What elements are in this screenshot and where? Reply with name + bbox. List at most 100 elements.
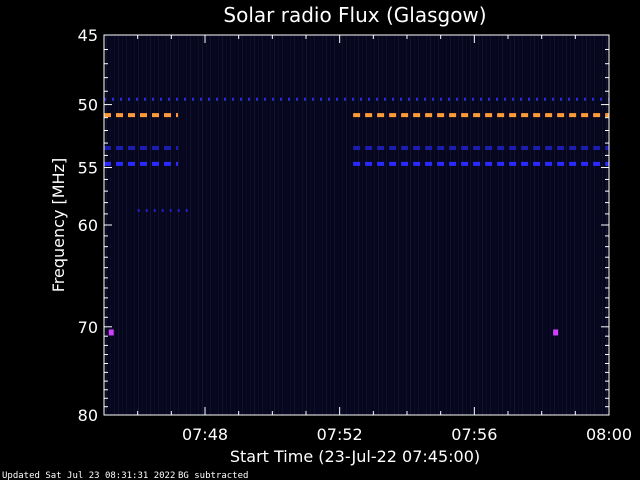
noise-stripe — [286, 35, 287, 415]
noise-stripe — [306, 35, 307, 415]
noise-stripe — [510, 35, 511, 415]
noise-stripe — [514, 35, 515, 415]
updated-timestamp: Updated Sat Jul 23 08:31:31 2022 — [2, 471, 175, 480]
y-tick-label: 80 — [78, 406, 98, 425]
noise-stripe — [522, 35, 523, 415]
noise-stripe — [362, 35, 363, 415]
noise-stripe — [538, 35, 539, 415]
noise-stripe — [370, 35, 371, 415]
noise-stripe — [134, 35, 135, 415]
noise-stripe — [210, 35, 211, 415]
noise-stripe — [242, 35, 243, 415]
bg-subtracted-note: BG subtracted — [178, 471, 248, 480]
noise-stripe — [466, 35, 467, 415]
noise-stripe — [422, 35, 423, 415]
noise-stripe — [206, 35, 207, 415]
noise-stripe — [418, 35, 419, 415]
noise-stripe — [282, 35, 283, 415]
noise-stripe — [170, 35, 171, 415]
noise-stripe — [578, 35, 579, 415]
noise-stripe — [158, 35, 159, 415]
noise-stripe — [178, 35, 179, 415]
emission-spot — [553, 329, 559, 336]
noise-stripe — [574, 35, 575, 415]
noise-stripe — [138, 35, 139, 415]
noise-stripe — [182, 35, 183, 415]
noise-stripe — [346, 35, 347, 415]
x-tick-label: 08:00 — [586, 425, 632, 444]
noise-stripe — [498, 35, 499, 415]
y-axis-label: Frequency [MHz] — [49, 158, 68, 292]
noise-stripe — [426, 35, 427, 415]
noise-stripe — [338, 35, 339, 415]
noise-stripe — [298, 35, 299, 415]
noise-stripe — [534, 35, 535, 415]
noise-stripe — [502, 35, 503, 415]
noise-stripe — [154, 35, 155, 415]
noise-stripe — [494, 35, 495, 415]
noise-stripe — [350, 35, 351, 415]
noise-stripe — [546, 35, 547, 415]
noise-stripe — [218, 35, 219, 415]
noise-stripe — [490, 35, 491, 415]
noise-stripe — [458, 35, 459, 415]
noise-stripe — [374, 35, 375, 415]
noise-stripe — [310, 35, 311, 415]
noise-stripe — [386, 35, 387, 415]
noise-stripe — [278, 35, 279, 415]
noise-stripe — [246, 35, 247, 415]
noise-stripe — [186, 35, 187, 415]
noise-stripe — [482, 35, 483, 415]
noise-stripe — [214, 35, 215, 415]
noise-stripe — [550, 35, 551, 415]
noise-stripe — [302, 35, 303, 415]
noise-stripe — [582, 35, 583, 415]
noise-stripe — [290, 35, 291, 415]
noise-stripe — [270, 35, 271, 415]
noise-stripe — [594, 35, 595, 415]
noise-stripe — [142, 35, 143, 415]
noise-stripe — [402, 35, 403, 415]
y-tick-label: 45 — [78, 26, 98, 45]
noise-stripe — [294, 35, 295, 415]
noise-stripe — [410, 35, 411, 415]
noise-stripe — [442, 35, 443, 415]
noise-stripe — [222, 35, 223, 415]
noise-stripe — [314, 35, 315, 415]
noise-stripe — [358, 35, 359, 415]
plot-area — [104, 35, 609, 415]
noise-stripe — [230, 35, 231, 415]
noise-stripe — [262, 35, 263, 415]
noise-stripe — [526, 35, 527, 415]
noise-stripe — [166, 35, 167, 415]
noise-stripe — [254, 35, 255, 415]
noise-stripe — [566, 35, 567, 415]
emission-bands — [104, 97, 609, 213]
noise-stripe — [126, 35, 127, 415]
noise-stripe — [150, 35, 151, 415]
noise-stripe — [382, 35, 383, 415]
noise-stripe — [234, 35, 235, 415]
noise-stripe — [122, 35, 123, 415]
noise-stripe — [390, 35, 391, 415]
noise-stripe — [330, 35, 331, 415]
noise-stripe — [474, 35, 475, 415]
noise-stripe — [198, 35, 199, 415]
noise-stripe — [398, 35, 399, 415]
noise-stripe — [130, 35, 131, 415]
noise-stripe — [190, 35, 191, 415]
noise-stripe — [202, 35, 203, 415]
noise-stripe — [438, 35, 439, 415]
noise-stripe — [322, 35, 323, 415]
noise-stripe — [378, 35, 379, 415]
chart-title: Solar radio Flux (Glasgow) — [223, 3, 486, 27]
emission-spot — [108, 329, 114, 336]
x-tick-label: 07:52 — [317, 425, 363, 444]
noise-stripe — [446, 35, 447, 415]
noise-stripe — [478, 35, 479, 415]
noise-stripe — [250, 35, 251, 415]
noise-stripe — [430, 35, 431, 415]
noise-stripe — [530, 35, 531, 415]
x-axis: 07:48 07:52 07:56 08:00 — [137, 35, 632, 444]
noise-stripe — [146, 35, 147, 415]
